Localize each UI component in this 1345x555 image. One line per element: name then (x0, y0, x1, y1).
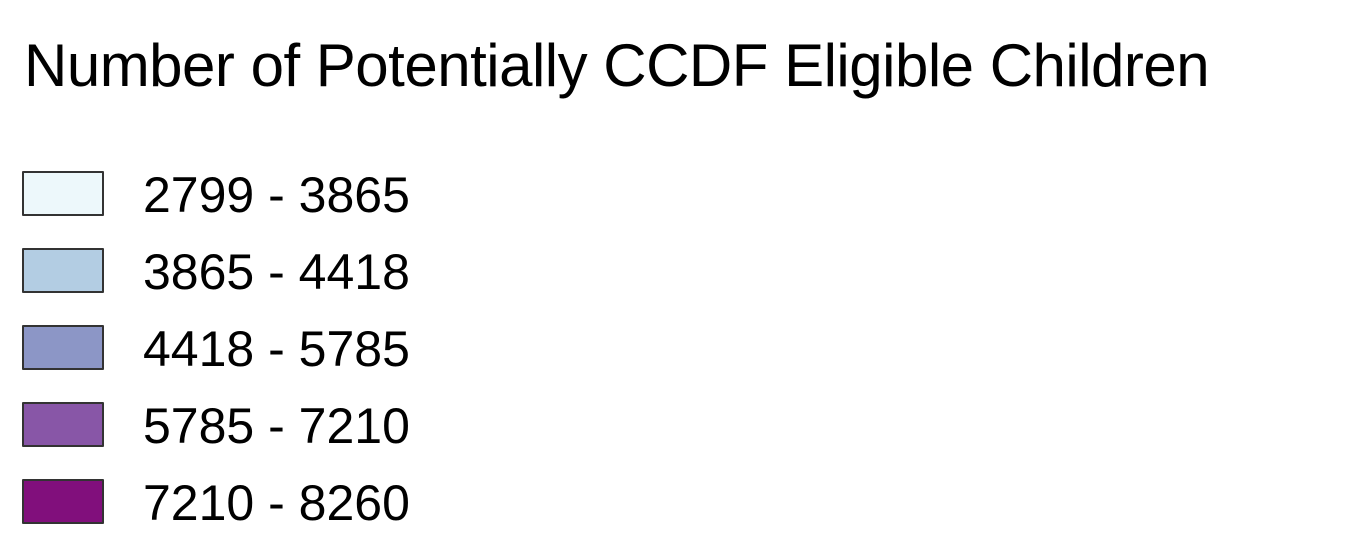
legend-title: Number of Potentially CCDF Eligible Chil… (24, 32, 1210, 99)
legend-swatch (22, 402, 104, 447)
legend-label: 5785 - 7210 (143, 398, 410, 454)
legend-swatch (22, 479, 104, 524)
legend-swatch (22, 325, 104, 370)
legend-swatch (22, 248, 104, 293)
legend-swatch (22, 171, 104, 216)
legend-label: 3865 - 4418 (143, 244, 410, 300)
legend-label: 4418 - 5785 (143, 321, 410, 377)
legend-label: 2799 - 3865 (143, 167, 410, 223)
legend-label: 7210 - 8260 (143, 475, 410, 531)
